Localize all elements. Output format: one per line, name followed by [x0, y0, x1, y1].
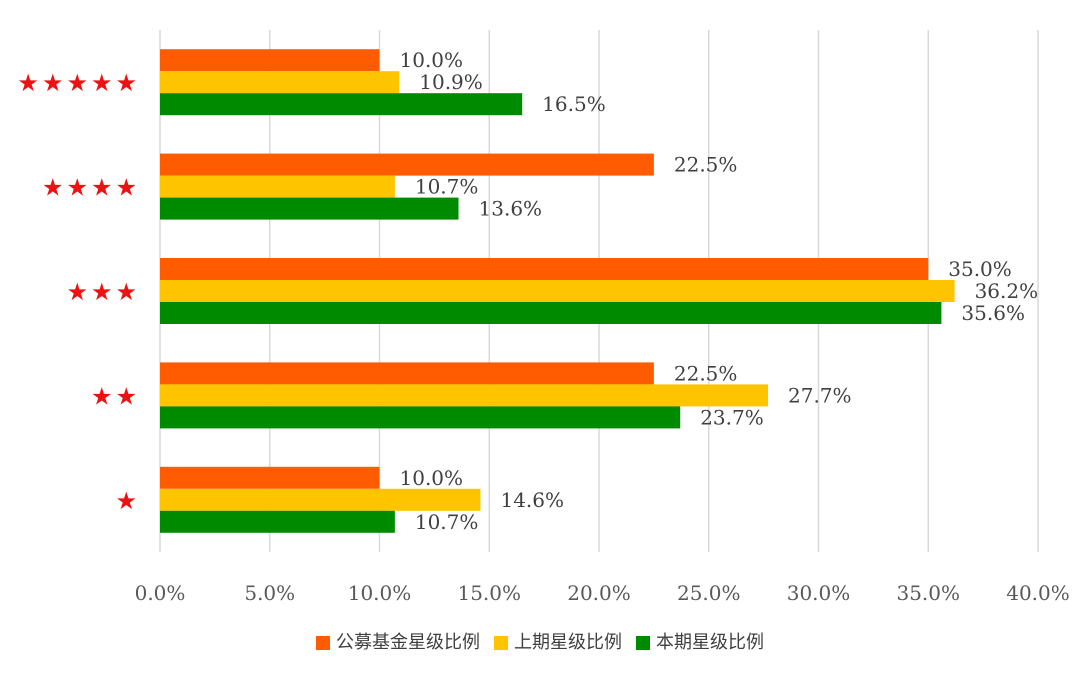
category-label-2: ★★★: [66, 278, 140, 306]
bar-2-0: [160, 258, 929, 280]
legend-swatch-public-fund: [316, 636, 330, 650]
x-tick-label-2: 10.0%: [348, 581, 412, 605]
bar-0-1: [160, 71, 400, 94]
value-label-0-0: 10.0%: [400, 48, 464, 72]
legend-label-previous-period: 上期星级比例: [514, 632, 622, 653]
x-tick-label-5: 25.0%: [677, 581, 741, 605]
bar-2-2: [160, 302, 942, 324]
category-label-0: ★★★★★: [17, 69, 140, 97]
x-tick-label-1: 5.0%: [244, 581, 295, 605]
value-label-3-1: 27.7%: [788, 383, 852, 407]
value-label-1-2: 13.6%: [479, 197, 543, 221]
x-tick-label-7: 35.0%: [896, 581, 960, 605]
x-tick-label-8: 40.0%: [1006, 581, 1070, 605]
value-label-0-2: 16.5%: [542, 92, 606, 116]
bar-4-1: [160, 488, 481, 511]
bar-0-0: [160, 49, 380, 72]
bar-3-2: [160, 406, 681, 429]
bar-1-2: [160, 197, 459, 220]
x-tick-label-4: 20.0%: [567, 581, 631, 605]
value-label-2-1: 36.2%: [975, 279, 1039, 303]
value-label-1-0: 22.5%: [674, 153, 738, 177]
category-label-4: ★: [115, 487, 140, 515]
value-label-3-2: 23.7%: [700, 405, 764, 429]
bar-2-1: [160, 280, 955, 302]
legend-swatch-previous-period: [494, 636, 508, 650]
value-label-1-1: 10.7%: [415, 175, 479, 199]
legend-item-current-period: 本期星级比例: [636, 634, 764, 652]
bar-4-2: [160, 510, 395, 533]
legend-label-public-fund: 公募基金星级比例: [336, 632, 480, 653]
x-tick-label-3: 15.0%: [457, 581, 521, 605]
bar-4-0: [160, 466, 380, 489]
value-label-0-1: 10.9%: [419, 70, 483, 94]
bar-3-0: [160, 362, 654, 385]
category-label-3: ★★: [91, 382, 140, 410]
value-label-4-0: 10.0%: [400, 466, 464, 490]
value-label-2-0: 35.0%: [948, 257, 1012, 281]
x-tick-label-0: 0.0%: [135, 581, 186, 605]
bar-1-0: [160, 153, 654, 176]
bar-1-1: [160, 175, 395, 198]
legend-label-current-period: 本期星级比例: [656, 632, 764, 653]
legend-item-previous-period: 上期星级比例: [494, 634, 622, 652]
value-label-3-0: 22.5%: [674, 361, 738, 385]
value-label-4-2: 10.7%: [415, 510, 479, 534]
value-label-4-1: 14.6%: [500, 488, 564, 512]
legend-swatch-current-period: [636, 636, 650, 650]
value-label-2-2: 35.6%: [961, 301, 1025, 325]
bar-0-2: [160, 93, 523, 116]
bar-chart: 10.0%10.9%16.5%★★★★★22.5%10.7%13.6%★★★★3…: [17, 30, 1070, 605]
category-label-1: ★★★★: [42, 174, 140, 202]
legend-item-public-fund: 公募基金星级比例: [316, 634, 480, 652]
x-tick-label-6: 30.0%: [787, 581, 851, 605]
legend: 公募基金星级比例 上期星级比例 本期星级比例: [0, 634, 1080, 652]
bar-3-1: [160, 384, 769, 407]
